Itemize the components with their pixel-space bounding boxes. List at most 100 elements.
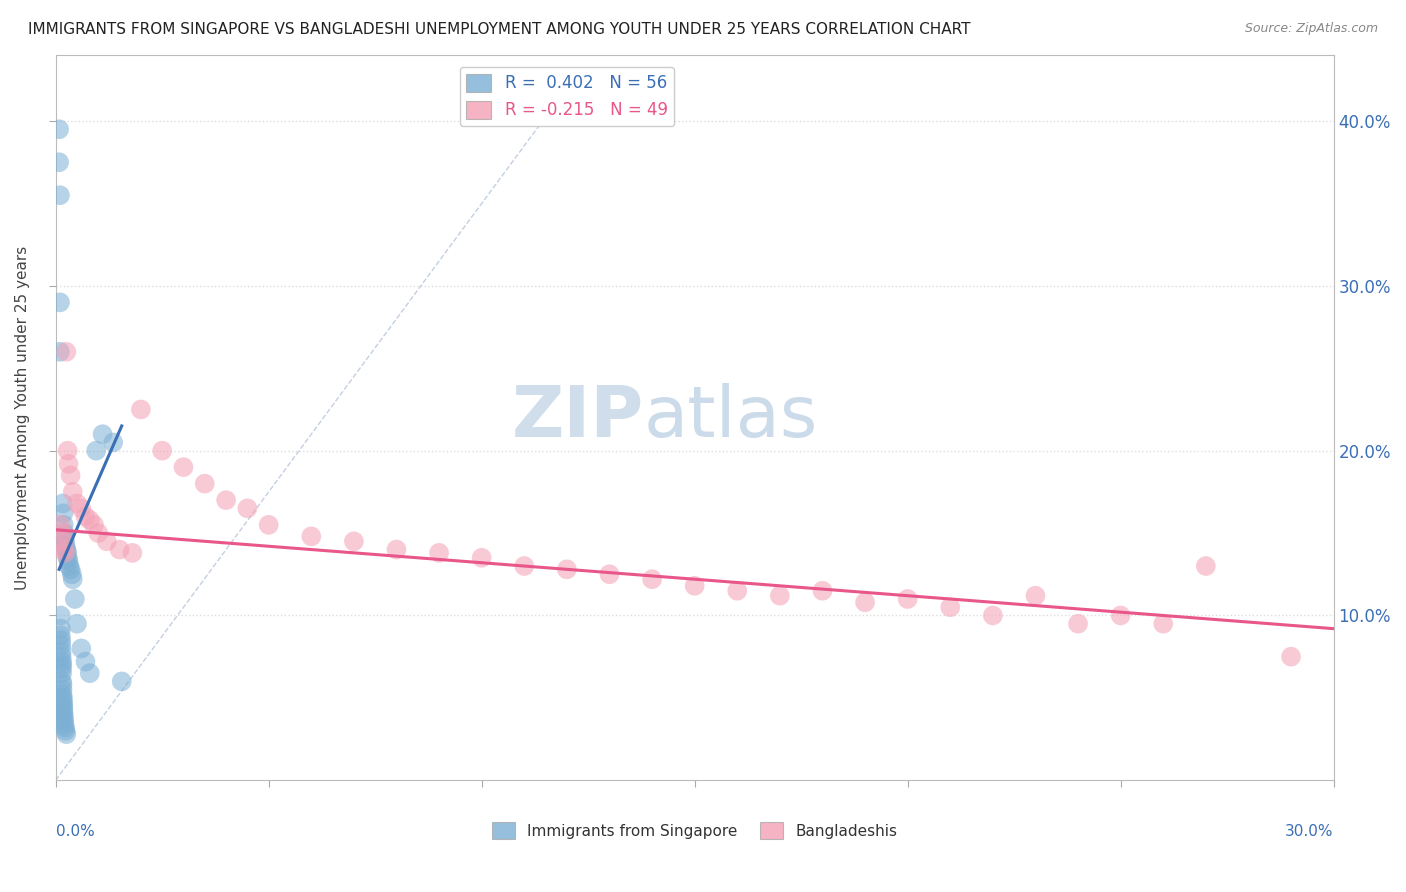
Point [56,550,79,565]
Point [1024,589,1046,603]
Point [62,572,84,586]
Point [52,496,75,510]
Point [96,534,118,549]
Point [53,717,76,731]
Point [121,546,143,560]
Point [48,122,70,136]
Point [60,567,83,582]
Point [343,534,366,549]
Point [55,542,77,557]
Point [683,579,706,593]
Point [49,608,72,623]
Point [1109,608,1132,623]
Point [103,435,125,450]
Point [83,517,105,532]
Point [58,559,80,574]
Text: IMMIGRANTS FROM SINGAPORE VS BANGLADESHI UNEMPLOYMENT AMONG YOUTH UNDER 25 YEARS: IMMIGRANTS FROM SINGAPORE VS BANGLADESHI… [28,22,970,37]
Point [52,698,75,712]
Point [55,727,77,741]
Point [513,559,536,574]
Point [66,496,89,510]
Point [52,534,75,549]
Point [66,616,89,631]
Point [51,633,73,648]
Point [53,714,76,728]
Point [725,583,748,598]
Point [111,674,134,689]
Point [52,700,75,714]
Point [75,509,97,524]
Y-axis label: Unemployment Among Youth under 25 years: Unemployment Among Youth under 25 years [15,245,30,590]
Point [769,589,792,603]
Point [49,517,72,532]
Point [385,542,408,557]
Point [51,674,73,689]
Point [51,661,73,675]
Point [52,707,75,722]
Point [49,188,72,202]
Point [52,690,75,705]
Point [150,443,173,458]
Point [52,704,75,718]
Point [70,501,93,516]
Point [55,539,77,553]
Point [108,542,131,557]
Point [897,592,920,607]
Point [853,595,876,609]
Point [51,688,73,702]
Point [49,628,72,642]
Point [70,641,93,656]
Point [194,476,217,491]
Point [56,546,79,560]
Point [62,484,84,499]
Point [1152,616,1174,631]
Point [51,682,73,697]
Point [52,517,75,532]
Point [299,529,322,543]
Point [598,567,620,582]
Point [52,694,75,708]
Legend: Immigrants from Singapore, Bangladeshis: Immigrants from Singapore, Bangladeshis [485,816,904,845]
Point [49,295,72,310]
Point [811,583,834,598]
Point [51,657,73,672]
Point [79,513,101,527]
Point [51,526,73,541]
Point [84,443,107,458]
Point [1067,616,1090,631]
Point [59,562,82,576]
Point [981,608,1004,623]
Point [215,493,238,508]
Text: 0.0%: 0.0% [56,824,94,838]
Point [79,666,101,681]
Point [471,550,494,565]
Point [173,460,195,475]
Point [51,666,73,681]
Point [52,506,75,520]
Point [51,645,73,659]
Point [58,554,80,568]
Point [257,517,280,532]
Point [58,457,80,471]
Text: atlas: atlas [644,384,818,452]
Point [51,649,73,664]
Point [48,155,70,169]
Text: 30.0%: 30.0% [1285,824,1334,838]
Point [51,678,73,692]
Point [939,600,962,615]
Point [236,501,259,516]
Point [53,546,76,560]
Point [49,622,72,636]
Point [53,542,76,557]
Point [53,534,76,549]
Point [75,655,97,669]
Point [55,344,77,359]
Point [129,402,152,417]
Point [49,344,72,359]
Point [555,562,578,576]
Point [56,443,79,458]
Point [55,723,77,738]
Point [63,592,86,607]
Point [53,721,76,735]
Point [53,526,76,541]
